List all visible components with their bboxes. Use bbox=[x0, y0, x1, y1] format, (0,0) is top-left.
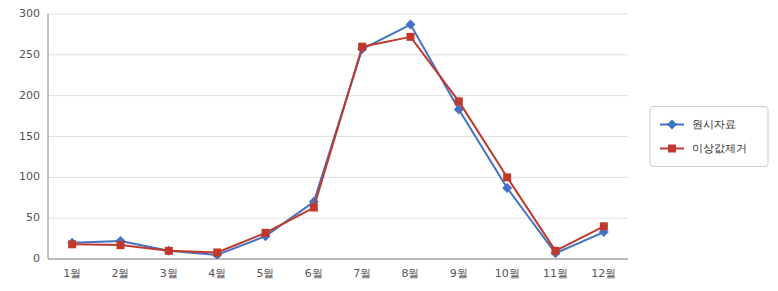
x-tick-label: 6월 bbox=[305, 267, 323, 280]
x-axis: 1월 2월 3월 4월 5월 6월 7월 8월 9월 10월 11월 12월 bbox=[48, 14, 628, 280]
point bbox=[552, 247, 560, 255]
point bbox=[455, 97, 463, 105]
grid-line bbox=[48, 218, 628, 219]
point bbox=[67, 238, 77, 248]
x-tick-label: 4월 bbox=[208, 267, 226, 280]
y-tick-label: 100 bbox=[19, 170, 40, 183]
x-tick-label: 1월 bbox=[63, 267, 81, 280]
y-tick-label: 50 bbox=[26, 211, 40, 224]
grid-line bbox=[48, 177, 628, 178]
y-tick-label: 250 bbox=[19, 48, 40, 61]
point bbox=[262, 229, 270, 237]
y-tick-label: 150 bbox=[19, 130, 40, 143]
x-tick-label: 3월 bbox=[160, 267, 178, 280]
grid-line bbox=[48, 136, 628, 137]
point bbox=[600, 222, 608, 230]
x-tick-label: 8월 bbox=[402, 267, 420, 280]
point bbox=[165, 247, 173, 255]
series bbox=[68, 33, 608, 257]
grid-line bbox=[48, 95, 628, 96]
point bbox=[503, 173, 511, 181]
y-axis: 0 50 100 150 200 250 300 bbox=[19, 7, 628, 265]
chart: 0501001502002503001월2월3월4월5월6월7월8월9월10월1… bbox=[0, 0, 778, 291]
point bbox=[406, 20, 416, 30]
x-tick-label: 9월 bbox=[450, 267, 468, 280]
grid-line bbox=[48, 14, 628, 15]
x-tick-label: 11월 bbox=[543, 267, 568, 280]
x-tick-label: 5월 bbox=[257, 267, 275, 280]
grid-line bbox=[48, 54, 628, 55]
y-tick-label: 0 bbox=[33, 252, 40, 265]
x-tick-label: 7월 bbox=[353, 267, 371, 280]
legend-marker bbox=[667, 120, 677, 130]
x-tick-label: 12월 bbox=[591, 267, 616, 280]
plot-data bbox=[67, 20, 609, 259]
y-tick-label: 300 bbox=[19, 7, 40, 20]
point bbox=[358, 43, 366, 51]
point bbox=[310, 204, 318, 212]
x-tick-label: 2월 bbox=[112, 267, 130, 280]
point bbox=[164, 246, 174, 256]
legend: 원시자료이상값제거 bbox=[650, 107, 768, 167]
grid-line bbox=[48, 259, 628, 260]
legend-marker bbox=[668, 145, 676, 153]
x-tick-label: 10월 bbox=[495, 267, 520, 280]
y-axis-line bbox=[48, 14, 49, 259]
y-tick-label: 200 bbox=[19, 89, 40, 102]
point bbox=[68, 240, 76, 248]
legend-frame bbox=[650, 107, 768, 167]
legend-label: 원시자료 bbox=[692, 118, 736, 131]
x-axis-line bbox=[48, 259, 628, 260]
line bbox=[72, 37, 604, 253]
point bbox=[407, 33, 415, 41]
line bbox=[72, 25, 604, 255]
point bbox=[117, 241, 125, 249]
series bbox=[67, 20, 609, 259]
legend-label: 이상값제거 bbox=[692, 142, 747, 155]
point bbox=[213, 248, 221, 256]
